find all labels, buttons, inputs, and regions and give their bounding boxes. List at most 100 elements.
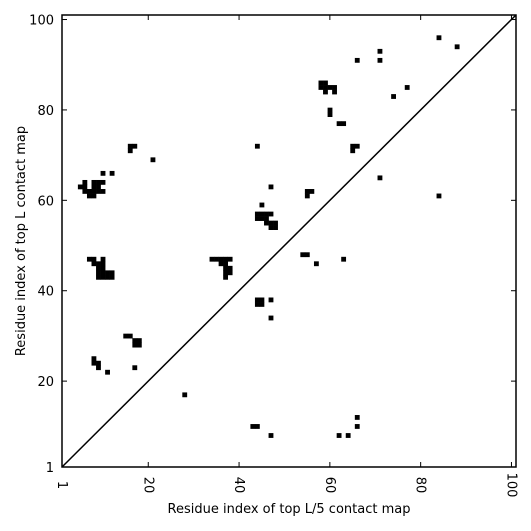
contact-cell <box>105 270 110 276</box>
contact-cell <box>209 256 215 262</box>
contact-cell <box>354 143 360 149</box>
contact-cell <box>96 365 101 371</box>
contact-cell <box>327 112 333 117</box>
contact-cell <box>91 360 97 366</box>
contact-cell <box>227 256 233 262</box>
contact-cell <box>123 333 129 339</box>
contact-cell <box>223 265 229 271</box>
contact-cell <box>254 216 260 221</box>
contact-cell <box>91 261 97 267</box>
contact-cell <box>354 424 360 429</box>
contact-cell <box>254 143 260 149</box>
contact-cell <box>268 211 274 217</box>
contact-cell <box>254 302 260 307</box>
y-tick-label: 60 <box>37 194 54 209</box>
contact-cell <box>96 261 101 267</box>
contact-cell <box>336 433 342 438</box>
contact-cell <box>91 184 97 190</box>
x-tick-label: 20 <box>140 477 155 494</box>
contact-cell <box>332 89 337 95</box>
contact-cell <box>82 189 88 194</box>
contact-cell <box>100 265 106 271</box>
contact-cell <box>150 157 156 163</box>
contact-cell <box>223 261 229 267</box>
contact-cell <box>100 179 106 185</box>
contact-cell <box>109 274 115 280</box>
contact-cell <box>350 143 356 149</box>
contact-cell <box>91 189 97 194</box>
contact-cell <box>223 256 229 262</box>
contact-cell <box>323 80 328 86</box>
contact-cell <box>354 415 360 420</box>
contact-cell <box>86 256 92 262</box>
contact-cell <box>268 220 274 226</box>
contact-cell <box>96 265 101 271</box>
contact-cell <box>323 89 328 95</box>
contact-cell <box>377 48 383 54</box>
contact-cell <box>436 193 442 199</box>
contact-cell <box>96 360 101 366</box>
contact-cell <box>318 85 324 90</box>
contact-cell <box>341 121 347 127</box>
contact-cell <box>300 252 306 258</box>
plot-frame <box>61 14 517 468</box>
contact-cell <box>91 356 97 362</box>
contact-cell <box>105 274 110 280</box>
contact-cell <box>127 148 133 154</box>
contact-cell <box>218 256 224 262</box>
contact-cell <box>254 211 260 217</box>
contact-cell <box>268 433 274 438</box>
contact-cell <box>323 85 328 90</box>
contact-cell <box>100 270 106 276</box>
contact-cell <box>132 143 138 149</box>
y-tick-label: 1 <box>46 461 54 476</box>
contact-cell <box>105 369 110 375</box>
contact-cell <box>254 297 260 303</box>
y-axis-title: Residue index of top L contact map <box>14 126 29 356</box>
contact-cell <box>268 225 274 230</box>
contact-cell <box>318 80 324 86</box>
x-axis-title: Residue index of top L/5 contact map <box>168 502 411 517</box>
contact-cell <box>404 85 410 90</box>
x-tick-label: 60 <box>322 477 337 494</box>
contact-cell <box>100 261 106 267</box>
contact-cell <box>218 261 224 267</box>
contact-cell <box>259 211 265 217</box>
contact-cell <box>82 184 88 190</box>
contact-cell <box>109 170 115 176</box>
contact-cell <box>96 184 101 190</box>
contact-cell <box>96 270 101 276</box>
y-tick-label: 40 <box>37 285 54 300</box>
contact-cell <box>454 44 460 50</box>
y-tick-label: 20 <box>37 375 54 390</box>
contact-cell <box>268 315 274 321</box>
contact-cell <box>327 85 333 90</box>
x-tick-label: 100 <box>503 473 518 498</box>
contact-cell <box>100 274 106 280</box>
contact-cell <box>132 338 138 343</box>
contact-cell <box>304 252 310 258</box>
contact-cell <box>350 148 356 154</box>
contact-cell <box>96 179 101 185</box>
contact-cell <box>82 179 88 185</box>
contact-cell <box>264 220 269 226</box>
contact-cell <box>259 202 265 208</box>
contact-cell <box>304 189 310 194</box>
contact-cell <box>377 175 383 181</box>
contact-cell <box>227 270 233 276</box>
contact-cell <box>391 94 396 99</box>
x-tick-label: 40 <box>231 477 246 494</box>
contact-cell <box>182 392 188 398</box>
contact-cell <box>100 189 106 194</box>
contact-cell <box>250 424 256 429</box>
contact-cell <box>273 225 278 230</box>
contact-cell <box>96 189 101 194</box>
y-tick-label: 100 <box>29 14 54 29</box>
contact-cell <box>264 216 269 221</box>
contact-cell <box>127 333 133 339</box>
contact-cell <box>304 193 310 199</box>
contact-cell <box>336 121 342 127</box>
contact-cell <box>259 297 265 303</box>
contact-cell <box>91 179 97 185</box>
